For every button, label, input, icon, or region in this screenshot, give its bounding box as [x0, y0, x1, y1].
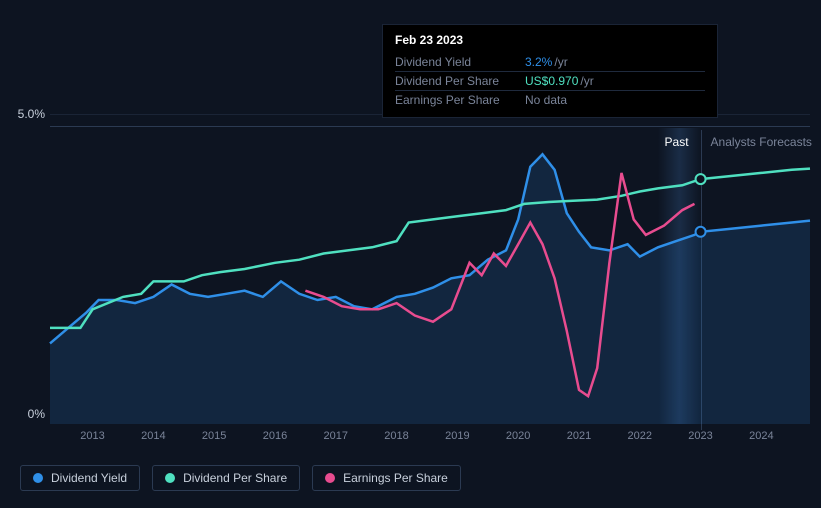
x-tick: 2016 — [263, 430, 287, 442]
tooltip-row-unit: /yr — [554, 55, 567, 69]
tooltip-row-value: US$0.970 — [525, 74, 578, 88]
x-tick: 2013 — [80, 430, 104, 442]
tooltip-row-value: No data — [525, 93, 567, 107]
legend-dot-icon — [165, 473, 175, 483]
legend-dot-icon — [33, 473, 43, 483]
tooltip-row: Earnings Per ShareNo data — [395, 90, 705, 109]
series-marker-dividend-yield — [696, 227, 706, 237]
x-tick: 2024 — [749, 430, 773, 442]
tooltip-date: Feb 23 2023 — [395, 33, 705, 47]
x-tick: 2021 — [567, 430, 591, 442]
tooltip-row-label: Dividend Per Share — [395, 74, 525, 88]
tooltip-row: Dividend Per ShareUS$0.970/yr — [395, 71, 705, 90]
tooltip-row-unit: /yr — [580, 74, 593, 88]
legend-dot-icon — [325, 473, 335, 483]
tooltip-row-label: Earnings Per Share — [395, 93, 525, 107]
x-tick: 2020 — [506, 430, 530, 442]
legend-label: Dividend Yield — [51, 471, 127, 485]
legend-label: Dividend Per Share — [183, 471, 287, 485]
y-tick-max: 5.0% — [5, 107, 45, 121]
x-axis: 2013 2014 2015 2016 2017 2018 2019 2020 2021 2022… — [50, 430, 810, 450]
tooltip-row-value: 3.2% — [525, 55, 552, 69]
chart-plot — [50, 114, 810, 424]
chart-legend: Dividend Yield Dividend Per Share Earnings… — [20, 465, 461, 491]
series-marker-dividend-per-share — [696, 174, 706, 184]
legend-item-dividend-per-share[interactable]: Dividend Per Share — [152, 465, 300, 491]
x-tick: 2023 — [688, 430, 712, 442]
x-tick: 2015 — [202, 430, 226, 442]
x-tick: 2022 — [628, 430, 652, 442]
legend-label: Earnings Per Share — [343, 471, 448, 485]
x-tick: 2019 — [445, 430, 469, 442]
chart-tooltip: Feb 23 2023 Dividend Yield3.2%/yrDividen… — [382, 24, 718, 118]
legend-item-dividend-yield[interactable]: Dividend Yield — [20, 465, 140, 491]
legend-item-earnings-per-share[interactable]: Earnings Per Share — [312, 465, 461, 491]
x-tick: 2018 — [384, 430, 408, 442]
tooltip-row-label: Dividend Yield — [395, 55, 525, 69]
x-tick: 2017 — [324, 430, 348, 442]
y-tick-min: 0% — [5, 407, 45, 421]
tooltip-row: Dividend Yield3.2%/yr — [395, 53, 705, 71]
x-tick: 2014 — [141, 430, 165, 442]
